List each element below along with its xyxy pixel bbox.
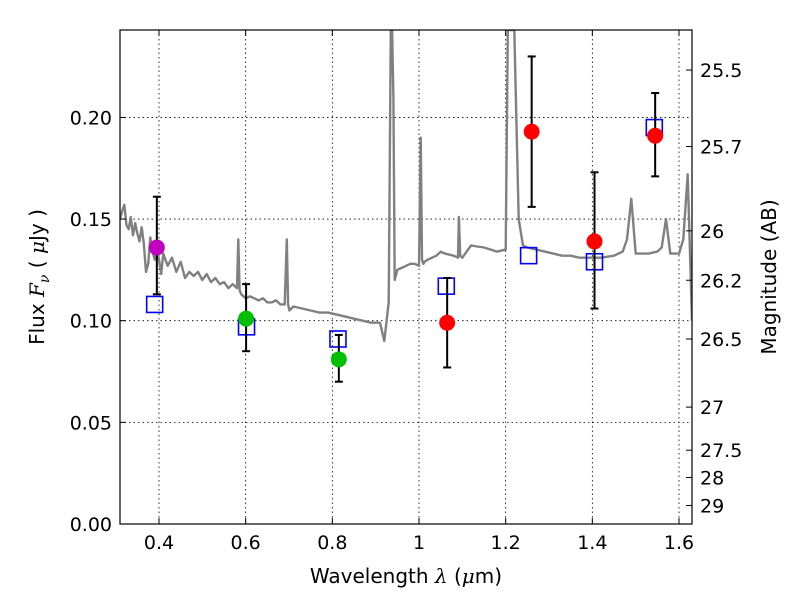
- x-axis-label: Wavelength λ (μm): [310, 564, 502, 588]
- x-axis-label-mu: μ: [462, 564, 475, 588]
- observed-flux-point: [439, 314, 456, 331]
- observed-flux-point: [523, 123, 540, 140]
- observed-flux-point: [148, 239, 165, 256]
- x-tick-label: 0.6: [231, 532, 261, 554]
- right-tick-label: 26: [700, 221, 724, 243]
- observed-flux-point: [330, 351, 347, 368]
- x-axis-label-unit: m): [475, 564, 502, 588]
- x-axis-label-paren: (: [454, 564, 462, 588]
- observed-flux-point: [586, 233, 603, 250]
- marker-layer: [145, 55, 664, 383]
- y-axis-label-unit: Jy: [25, 223, 49, 243]
- y-axis-label-mu: μ: [25, 241, 49, 254]
- right-axis-label: Magnitude (AB): [757, 199, 781, 354]
- x-tick-label: 1.2: [491, 532, 521, 554]
- right-tick-label: 26.5: [700, 329, 742, 351]
- right-tick-label: 27: [700, 397, 724, 419]
- y-tick-label: 0.10: [70, 311, 112, 333]
- model-square-marker: [145, 295, 164, 314]
- tick-layer: 0.4 0.6 0.8 1 1.2 1.4 1.6 0.00 0.05 0.10 0.15 0.20 2…: [70, 30, 742, 554]
- x-axis-label-word: Wavelength: [310, 564, 429, 588]
- y-axis-label-paren-open: (: [25, 260, 49, 268]
- right-tick-label: 25.5: [700, 60, 742, 82]
- right-tick-label: 29: [700, 496, 724, 518]
- x-tick-label: 0.4: [144, 532, 174, 554]
- spectrum-layer: [120, 30, 692, 343]
- right-tick-label: 26.2: [700, 270, 742, 292]
- right-tick-label: 28: [700, 467, 724, 489]
- observed-flux-point: [238, 310, 255, 327]
- y-axis-label-paren-close: ): [25, 209, 49, 217]
- model-square-marker: [519, 246, 538, 265]
- right-tick-label: 25.7: [700, 136, 742, 158]
- x-tick-label: 1.4: [577, 532, 607, 554]
- observed-flux-point: [647, 127, 664, 144]
- y-axis-label-word: Flux: [25, 303, 49, 345]
- x-tick-label: 1: [413, 532, 425, 554]
- x-tick-label: 1.6: [664, 532, 694, 554]
- y-tick-label: 0.00: [70, 514, 112, 536]
- y-axis-label-symbol: F: [25, 282, 49, 298]
- grid-lines: [120, 30, 692, 524]
- plot-frame: [119, 29, 693, 525]
- model-spectrum-line: [120, 30, 692, 343]
- y-axis-label-subscript: ν: [37, 274, 53, 283]
- y-tick-label: 0.05: [70, 412, 112, 434]
- y-tick-label: 0.15: [70, 209, 112, 231]
- y-tick-label: 0.20: [70, 107, 112, 129]
- x-tick-label: 0.8: [317, 532, 347, 554]
- y-axis-label: Flux Fν ( μJy ): [25, 209, 54, 345]
- right-tick-label: 27.5: [700, 440, 742, 462]
- x-axis-label-symbol: λ: [434, 564, 448, 588]
